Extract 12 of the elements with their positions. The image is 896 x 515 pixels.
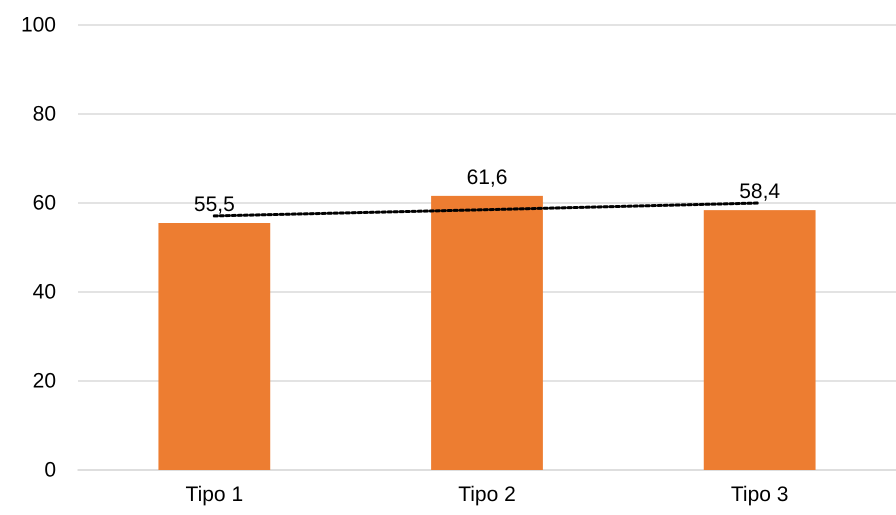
- y-tick-label: 20: [32, 370, 56, 392]
- y-tick-label: 60: [32, 192, 56, 214]
- y-tick-label: 80: [32, 102, 56, 126]
- y-tick-label: 40: [32, 280, 56, 304]
- y-tick-label: 0: [44, 458, 56, 482]
- x-tick-label: Tipo 1: [186, 483, 244, 506]
- data-label: 58,4: [739, 180, 780, 204]
- x-tick-label: Tipo 2: [458, 483, 516, 506]
- data-label: 55,5: [194, 193, 235, 216]
- x-tick-label: Tipo 3: [730, 483, 788, 506]
- y-tick-label: 100: [20, 14, 56, 36]
- data-label: 61,6: [466, 166, 508, 189]
